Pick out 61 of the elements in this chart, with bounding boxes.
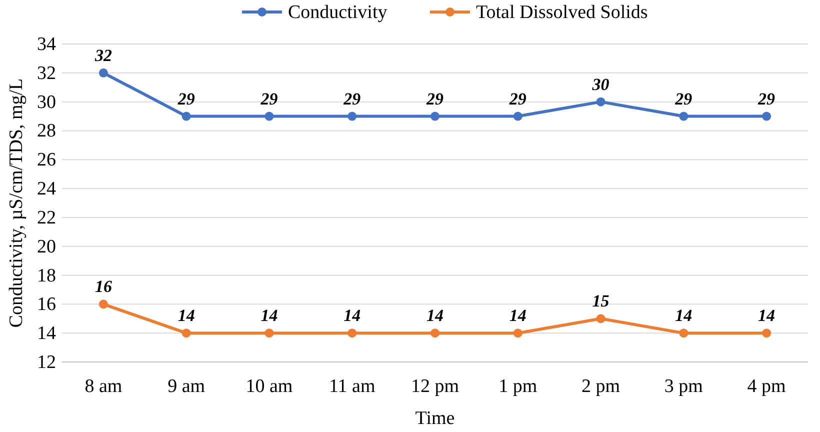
data-label: 15 — [592, 292, 610, 311]
y-tick-label: 24 — [37, 178, 56, 200]
data-label: 29 — [176, 89, 196, 108]
y-tick-label: 34 — [37, 34, 56, 55]
y-tick-label: 14 — [37, 323, 56, 344]
data-label: 14 — [675, 306, 692, 326]
data-label: 14 — [260, 306, 278, 326]
point — [264, 328, 274, 338]
x-tick-label: 12 pm — [410, 376, 460, 397]
data-label: 14 — [178, 306, 195, 326]
point — [513, 328, 522, 338]
point — [762, 112, 772, 121]
point — [679, 112, 688, 121]
y-tick-label: 20 — [37, 236, 56, 258]
x-tick-label: 1 pm — [498, 376, 538, 397]
data-label: 29 — [426, 89, 444, 108]
y-tick-label: 12 — [37, 352, 56, 373]
x-tick-label: 2 pm — [582, 376, 620, 397]
y-tick-label: 30 — [37, 92, 56, 113]
legend-label: Total Dissolved Solids — [476, 2, 648, 23]
data-label: 14 — [344, 306, 361, 326]
x-tick-label: 3 pm — [664, 376, 704, 397]
y-axis-title: Conductivity, µS/cm/TDS, mg/L — [6, 78, 27, 328]
x-axis-title: Time — [415, 408, 455, 429]
x-tick-label: 9 am — [168, 376, 206, 397]
data-label: 29 — [342, 89, 362, 108]
data-label: 29 — [757, 89, 776, 108]
y-tick-label: 16 — [37, 294, 56, 316]
legend-label: Conductivity — [288, 2, 388, 23]
x-tick-label: 4 pm — [747, 376, 786, 397]
point — [182, 328, 191, 338]
point — [182, 112, 191, 121]
data-label: 14 — [426, 306, 444, 326]
x-tick-label: 8 am — [84, 376, 122, 397]
y-tick-label: 18 — [37, 265, 56, 286]
point — [596, 314, 606, 324]
point — [513, 112, 522, 121]
data-label: 32 — [94, 46, 112, 65]
point — [264, 112, 274, 121]
point — [762, 328, 772, 338]
y-tick-label: 26 — [37, 150, 56, 171]
point — [98, 68, 108, 78]
data-label: 29 — [674, 89, 693, 108]
data-label: 16 — [94, 277, 112, 296]
point — [98, 300, 108, 309]
data-label: 30 — [591, 74, 610, 94]
point — [348, 328, 357, 338]
x-tick-label: 10 am — [246, 376, 293, 397]
data-label: 14 — [758, 306, 776, 326]
point — [430, 112, 440, 121]
y-tick-label: 32 — [37, 62, 56, 84]
y-tick-label: 28 — [37, 120, 56, 142]
data-label: 29 — [260, 89, 278, 108]
point — [430, 328, 440, 338]
x-tick-label: 11 am — [328, 376, 376, 397]
y-tick-label: 22 — [37, 207, 56, 228]
data-label: 14 — [509, 306, 526, 326]
point — [596, 97, 606, 106]
point — [348, 112, 357, 121]
point — [679, 328, 688, 338]
data-label: 29 — [508, 89, 527, 108]
